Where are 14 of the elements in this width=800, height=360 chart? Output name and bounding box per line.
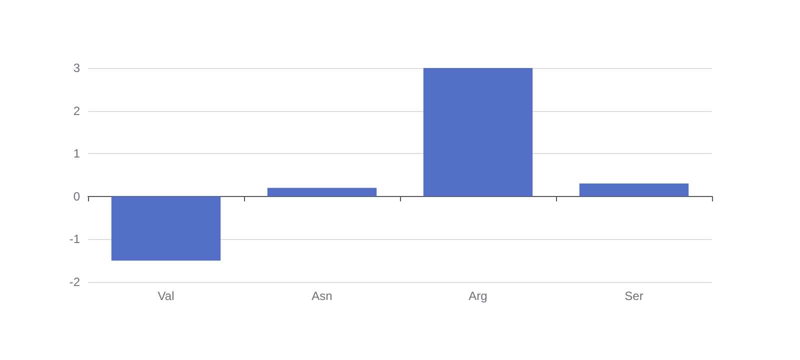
x-tick-label: Ser [624, 289, 644, 303]
bar [111, 196, 221, 261]
x-tick-label: Arg [468, 289, 488, 303]
x-tick-label: Val [158, 289, 174, 303]
y-tick-label: 1 [73, 146, 80, 161]
bar [423, 68, 533, 196]
bar [267, 188, 377, 196]
x-tick-label: Asn [312, 289, 332, 303]
bar [579, 184, 689, 196]
y-tick-label: 0 [73, 189, 80, 204]
y-tick-label: 2 [73, 104, 80, 118]
y-tick-label: -1 [69, 232, 80, 246]
y-tick-label: 3 [73, 61, 80, 75]
y-tick-label: -2 [69, 275, 80, 289]
